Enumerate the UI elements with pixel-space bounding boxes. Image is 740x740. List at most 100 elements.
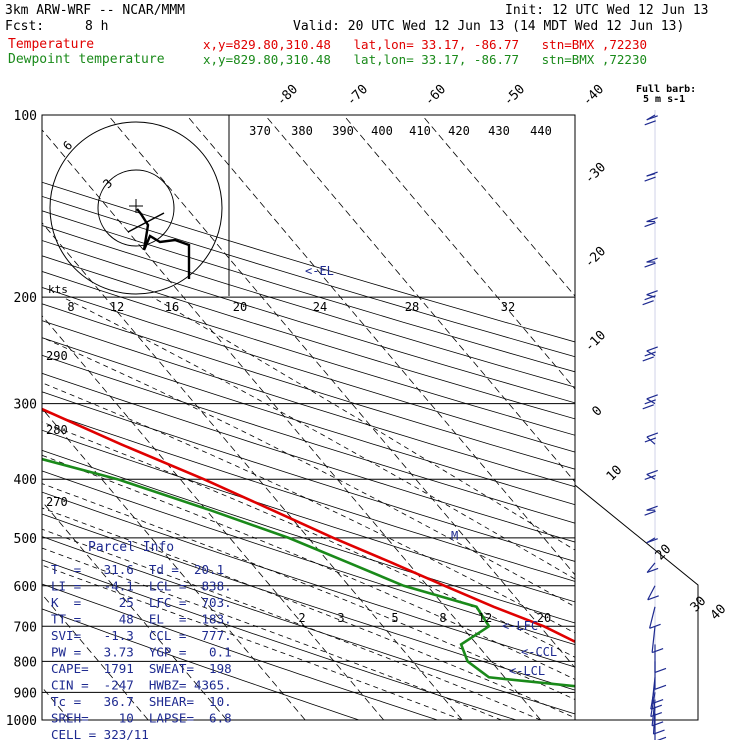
dry-adiabat-line — [42, 271, 575, 436]
dry-adiabat-line — [42, 225, 575, 388]
pressure-tick-label: 1000 — [6, 714, 37, 729]
parcel-info-row: TT = 48 EL = 183. — [51, 612, 232, 627]
theta-label: 410 — [409, 124, 431, 138]
forecast-label: Fcst: — [5, 19, 45, 34]
wind-barb-flag — [644, 221, 656, 228]
wind-barb-flag — [651, 699, 664, 705]
isotherm-line — [42, 407, 306, 720]
dry-adiabat-line — [42, 608, 360, 720]
isotherm-label: -30 — [582, 160, 609, 187]
theta-label: 400 — [371, 124, 393, 138]
wind-barb-flag — [642, 356, 654, 362]
dry-adiabat-line — [42, 449, 575, 624]
model-title: 3km ARW-WRF -- NCAR/MMM — [5, 3, 186, 18]
isotherm-line — [42, 222, 463, 720]
dry-adiabat-line — [42, 410, 575, 582]
dry-adiabat-line — [42, 210, 575, 373]
skew-extension-frame — [574, 484, 699, 721]
wind-barb-shaft — [652, 706, 656, 735]
parcel-info-row: CAPE= 1791 SWEAT= 198 — [51, 661, 232, 676]
theta-label: 380 — [291, 124, 313, 138]
theta-label: 390 — [332, 124, 354, 138]
parcel-info-row: PW = 3.73 YGP = 0.1 — [51, 645, 232, 660]
mixing-ratio-label: 12 — [478, 611, 492, 625]
isotherm-line — [42, 129, 542, 720]
wind-barb-shaft — [649, 606, 656, 629]
wind-barb-flag — [642, 404, 654, 410]
legend-dewpoint-info: x,y=829.80,310.48 lat,lon= 33.17, -86.77… — [203, 52, 648, 67]
isotherm-line — [343, 115, 575, 390]
dry-adiabat-line — [42, 195, 575, 358]
isotherm-label: -40 — [580, 82, 607, 109]
parcel-info-row: CIN = -247 HWBZ= 4365. — [51, 678, 232, 693]
wind-barb-flag — [646, 567, 659, 574]
pressure-tick-label: 700 — [14, 620, 37, 635]
mixing-ratio-label: 20 — [537, 611, 551, 625]
isotherm-label: 20 — [653, 542, 675, 564]
dewpoint-line — [42, 457, 575, 688]
isotherm-line — [264, 115, 575, 483]
pressure-tick-label: 900 — [14, 686, 37, 701]
dry-adiabat-line — [42, 303, 575, 470]
hodograph-storm-motion — [127, 212, 165, 233]
wind-barb-flag — [646, 505, 658, 511]
mixing-ratio-label: 8 — [439, 611, 446, 625]
dry-adiabat-line — [42, 337, 575, 506]
wind-barb-flag — [644, 176, 656, 182]
moist-adiabat-line — [62, 296, 575, 580]
pressure-tick-label: 500 — [14, 532, 37, 547]
dry-adiabat-line — [42, 287, 575, 453]
parcel-info-row: Tc = 36.7 SHEAR= 10. — [51, 694, 232, 709]
hodograph-ring-3 — [97, 169, 175, 247]
wind-barb-shaft — [646, 562, 656, 573]
wind-barb-flag — [654, 684, 667, 690]
dry-adiabat-line — [42, 559, 517, 720]
theta-label: 370 — [249, 124, 271, 138]
wind-barb-flag — [646, 290, 658, 296]
temperature-line — [42, 407, 575, 644]
isotherm-label: -50 — [501, 82, 528, 109]
lfc-annotation: <-LFC — [502, 619, 538, 633]
isotherm-line — [42, 593, 149, 720]
isotherm-line — [42, 315, 385, 720]
hodograph-speed-label: 16 — [165, 300, 179, 314]
hodograph-ring-6 — [49, 121, 223, 295]
legend-dewpoint-name: Dewpoint temperature — [8, 52, 165, 67]
pressure-tick-label: 800 — [14, 655, 37, 670]
legend-temperature-info: x,y=829.80,310.48 lat,lon= 33.17, -86.77… — [203, 37, 648, 52]
dry-adiabat-line — [42, 536, 575, 715]
theta-left-label: 270 — [46, 495, 68, 509]
parcel-info-row: LI = -4.1 LCL = 838. — [51, 579, 232, 594]
isotherm-label: -70 — [344, 82, 371, 109]
isotherm-label: 0 — [589, 403, 605, 419]
wind-barb-shaft — [650, 692, 656, 717]
wind-barb-flag — [646, 257, 658, 263]
lcl-annotation: <-LCL — [509, 664, 545, 678]
dry-adiabat-line — [42, 320, 575, 488]
wind-barb-flag — [651, 648, 664, 654]
wind-barb-flag — [644, 262, 656, 268]
wind-barb-shaft — [647, 585, 656, 601]
isotherm-line — [186, 115, 575, 576]
hodograph-ring-label-6: 6 — [60, 138, 75, 153]
wind-barb-flag — [644, 437, 657, 443]
parcel-info-row: T = 31.6 Td = 20.1 — [51, 562, 224, 577]
dry-adiabat-line — [42, 470, 575, 646]
wind-barb-flag — [644, 295, 656, 301]
init-time: Init: 12 UTC Wed 12 Jun 13 — [505, 3, 709, 18]
hodograph-speed-label: 8 — [67, 300, 74, 314]
wind-barb-flag — [644, 120, 656, 126]
wind-barb-flag — [649, 623, 661, 629]
legend-temperature-name: Temperature — [8, 37, 95, 52]
wind-barb-flag — [646, 346, 658, 352]
isotherm-line — [421, 115, 575, 297]
hodograph-speed-label: 24 — [313, 300, 327, 314]
parcel-info-row: K = 25 LFC = 703. — [51, 595, 232, 610]
hodograph-speed-label: 12 — [110, 300, 124, 314]
pressure-tick-label: 300 — [14, 398, 37, 413]
valid-time: Valid: 20 UTC Wed 12 Jun 13 (14 MDT Wed … — [293, 19, 685, 34]
wind-barb-flag — [646, 216, 658, 223]
wind-barb-shaft — [651, 626, 656, 653]
mixing-ratio-label: 2 — [298, 611, 305, 625]
